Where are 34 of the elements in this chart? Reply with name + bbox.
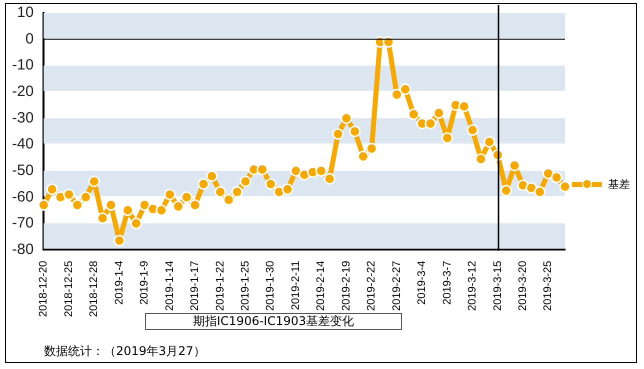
x-tick-label: 2019-1-9 (138, 260, 151, 305)
x-tick-label: 2019-3-25 (542, 260, 554, 311)
x-tick-label: 2019-1-17 (189, 260, 202, 311)
text: 数据统计：（2019年3月27） (44, 343, 206, 360)
y-tick-label: -20 (12, 83, 34, 100)
x-tick-label: 2019-2-14 (315, 260, 328, 311)
x-tick-label: 2019-1-25 (240, 260, 252, 311)
x-tick-label: 2018-12-28 (88, 260, 100, 318)
x-tick-label: 2019-3-7 (441, 260, 454, 305)
legend-label: 基差 (608, 177, 630, 192)
y-tick-label: -70 (12, 214, 34, 232)
x-tick-label: 2019-1-30 (264, 260, 277, 311)
x-tick-label: 2019-3-20 (516, 260, 529, 311)
x-tick-label: 2019-3-12 (466, 260, 479, 311)
x-tick-label: 2019-3-4 (416, 260, 428, 305)
x-tick-label: 2019-2-19 (340, 260, 352, 311)
y-tick-label: -40 (12, 136, 34, 153)
x-tick-label: 2019-2-11 (290, 260, 302, 310)
y-tick-label: -30 (12, 109, 34, 126)
y-tick-label: 10 (16, 4, 34, 22)
x-tick-label: 2018-12-20 (38, 260, 50, 318)
x-tick-label: 2019-2-27 (390, 260, 403, 311)
x-tick-label: 2019-1-14 (164, 260, 176, 311)
x-tick-label: 2019-1-22 (214, 260, 226, 311)
x-tick-label: 2019-1-4 (113, 260, 126, 305)
y-tick-label: 0 (25, 30, 34, 48)
y-tick-label: -10 (12, 56, 34, 74)
x-tick-label: 2019-3-15 (492, 260, 504, 311)
x-tick-label: 2019-2-22 (366, 260, 378, 311)
y-tick-label: -80 (12, 240, 34, 258)
y-tick-label: -50 (12, 162, 34, 179)
text: 期指IC1906-IC1903基差变化 (145, 313, 402, 330)
y-tick-label: -60 (12, 188, 34, 206)
x-tick-label: 2018-12-25 (62, 260, 75, 318)
